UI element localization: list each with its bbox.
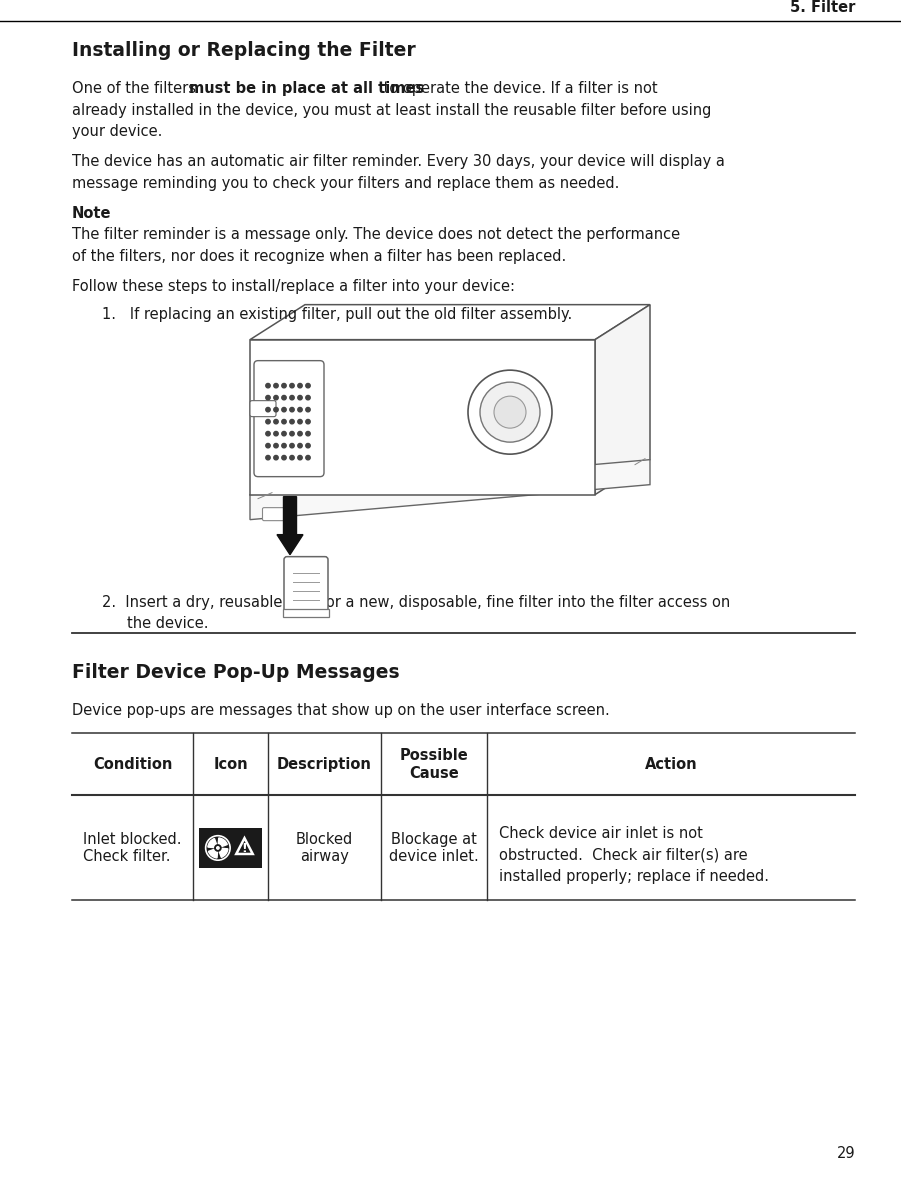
Circle shape (298, 407, 302, 412)
Text: Action: Action (645, 757, 697, 772)
Circle shape (298, 455, 302, 460)
Circle shape (282, 420, 287, 424)
Text: Possible
Cause: Possible Cause (400, 749, 469, 781)
Wedge shape (208, 849, 217, 858)
Bar (250, 340, 595, 494)
Circle shape (305, 407, 310, 412)
Circle shape (266, 420, 270, 424)
Text: obstructed.  Check air filter(s) are: obstructed. Check air filter(s) are (499, 847, 748, 862)
Text: Icon: Icon (214, 757, 248, 772)
Text: Description: Description (278, 757, 372, 772)
Circle shape (305, 444, 310, 448)
FancyBboxPatch shape (250, 401, 276, 416)
Circle shape (290, 407, 295, 412)
Text: Installing or Replacing the Filter: Installing or Replacing the Filter (72, 41, 415, 60)
Text: 2.  Insert a dry, reusable filter or a new, disposable, fine filter into the fil: 2. Insert a dry, reusable filter or a ne… (102, 595, 730, 609)
Circle shape (274, 395, 278, 400)
Circle shape (298, 383, 302, 388)
FancyBboxPatch shape (254, 361, 324, 477)
Text: Check device air inlet is not: Check device air inlet is not (499, 826, 703, 841)
Bar (199, 828, 262, 868)
Wedge shape (220, 848, 228, 858)
Circle shape (290, 420, 295, 424)
FancyBboxPatch shape (284, 557, 328, 613)
Polygon shape (250, 305, 650, 340)
Circle shape (282, 395, 287, 400)
Text: the device.: the device. (127, 616, 208, 632)
Bar (283, 608, 329, 616)
Wedge shape (218, 838, 227, 846)
Text: 29: 29 (836, 1146, 855, 1161)
Circle shape (305, 455, 310, 460)
Text: 1.   If replacing an existing filter, pull out the old filter assembly.: 1. If replacing an existing filter, pull… (102, 306, 572, 322)
Circle shape (290, 444, 295, 448)
Circle shape (274, 407, 278, 412)
Circle shape (305, 420, 310, 424)
Circle shape (290, 395, 295, 400)
Circle shape (282, 455, 287, 460)
Circle shape (290, 455, 295, 460)
Text: !: ! (241, 842, 248, 855)
Circle shape (216, 847, 219, 849)
Circle shape (298, 432, 302, 435)
Text: to operate the device. If a filter is not: to operate the device. If a filter is no… (378, 80, 658, 96)
Circle shape (298, 444, 302, 448)
Circle shape (290, 383, 295, 388)
Circle shape (282, 407, 287, 412)
Text: of the filters, nor does it recognize when a filter has been replaced.: of the filters, nor does it recognize wh… (72, 248, 566, 264)
Text: The filter reminder is a message only. The device does not detect the performanc: The filter reminder is a message only. T… (72, 227, 680, 243)
Circle shape (266, 407, 270, 412)
Circle shape (305, 432, 310, 435)
Text: already installed in the device, you must at least install the reusable filter b: already installed in the device, you mus… (72, 103, 712, 117)
Text: Condition: Condition (93, 757, 172, 772)
Text: Blocked
airway: Blocked airway (296, 832, 353, 864)
Circle shape (266, 395, 270, 400)
Text: The device has an automatic air filter reminder. Every 30 days, your device will: The device has an automatic air filter r… (72, 154, 725, 169)
Circle shape (266, 455, 270, 460)
Text: One of the filters: One of the filters (72, 80, 201, 96)
Text: Device pop-ups are messages that show up on the user interface screen.: Device pop-ups are messages that show up… (72, 704, 610, 718)
Text: Follow these steps to install/replace a filter into your device:: Follow these steps to install/replace a … (72, 279, 515, 293)
Text: must be in place at all times: must be in place at all times (189, 80, 424, 96)
FancyArrow shape (277, 497, 303, 555)
Text: your device.: your device. (72, 124, 162, 138)
Polygon shape (236, 838, 253, 854)
Polygon shape (250, 460, 650, 519)
Text: Note: Note (72, 206, 112, 221)
Circle shape (494, 396, 526, 428)
FancyBboxPatch shape (262, 508, 287, 521)
Circle shape (274, 432, 278, 435)
Circle shape (274, 444, 278, 448)
Circle shape (266, 383, 270, 388)
Circle shape (298, 395, 302, 400)
Text: message reminding you to check your filters and replace them as needed.: message reminding you to check your filt… (72, 175, 619, 190)
Text: 5. Filter: 5. Filter (789, 0, 855, 15)
Circle shape (468, 370, 552, 454)
Text: Inlet blocked.
Check filter.: Inlet blocked. Check filter. (84, 832, 182, 864)
Text: Blockage at
device inlet.: Blockage at device inlet. (389, 832, 479, 864)
Circle shape (282, 444, 287, 448)
Circle shape (274, 383, 278, 388)
Text: Filter Device Pop-Up Messages: Filter Device Pop-Up Messages (72, 664, 400, 683)
Circle shape (298, 420, 302, 424)
Circle shape (480, 382, 540, 442)
Polygon shape (595, 305, 650, 494)
Circle shape (215, 846, 220, 851)
Circle shape (282, 383, 287, 388)
Circle shape (282, 432, 287, 435)
Circle shape (274, 455, 278, 460)
Wedge shape (208, 839, 216, 847)
Circle shape (305, 383, 310, 388)
Text: installed properly; replace if needed.: installed properly; replace if needed. (499, 870, 769, 884)
Circle shape (274, 420, 278, 424)
Circle shape (205, 835, 230, 860)
Circle shape (266, 432, 270, 435)
Circle shape (266, 444, 270, 448)
Circle shape (305, 395, 310, 400)
Circle shape (290, 432, 295, 435)
